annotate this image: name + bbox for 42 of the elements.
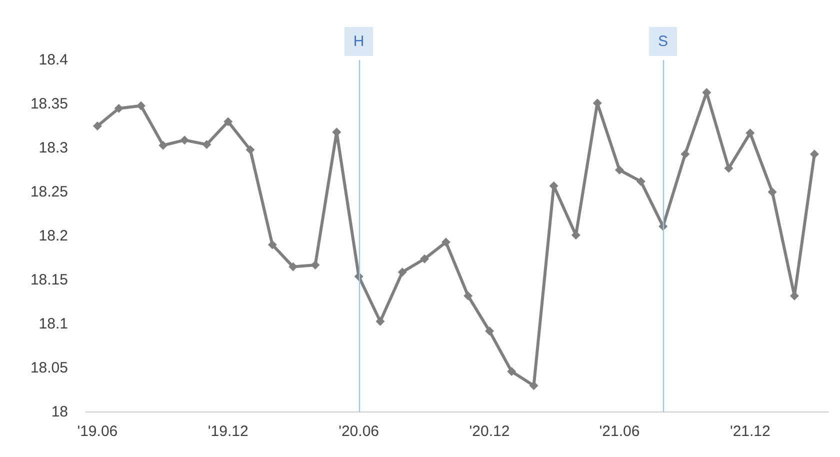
y-tick-label: 18 [51,404,68,420]
y-tick-label: 18.35 [30,96,68,112]
y-tick-label: 18.2 [38,228,68,244]
ref-line-label: S [658,33,668,50]
point [441,238,450,247]
point [636,176,646,186]
point [114,104,124,113]
point [398,268,407,277]
point [768,188,777,196]
point [724,164,734,173]
y-tick-label: 18.3 [38,140,68,156]
point [246,145,255,154]
point [529,381,538,390]
point [202,140,212,149]
x-tick-label: '21.06 [599,423,640,440]
point [746,128,755,138]
x-tick-label: '20.06 [338,423,380,440]
y-tick-label: 18.1 [38,316,68,332]
y-tick-label: 18.05 [30,360,68,376]
point [158,140,168,150]
point [224,117,233,126]
point [810,150,819,159]
point [268,240,277,250]
y-tick-label: 18.4 [38,52,68,68]
ref-line-label: H [353,33,364,50]
y-tick-label: 18.25 [30,184,68,200]
x-tick-label: '21.12 [730,423,770,440]
point [680,150,690,159]
x-tick-label: '20.12 [469,423,510,440]
x-tick-label: '19.06 [77,423,118,440]
point [136,101,146,110]
point [464,291,473,300]
x-tick-label: '19.12 [208,423,248,440]
point [420,254,430,264]
point [376,316,385,326]
point [614,166,624,174]
point [484,326,494,336]
point [92,122,102,130]
point [507,367,516,376]
point [310,260,320,270]
y-tick-label: 18.15 [30,272,68,288]
point [180,136,190,145]
